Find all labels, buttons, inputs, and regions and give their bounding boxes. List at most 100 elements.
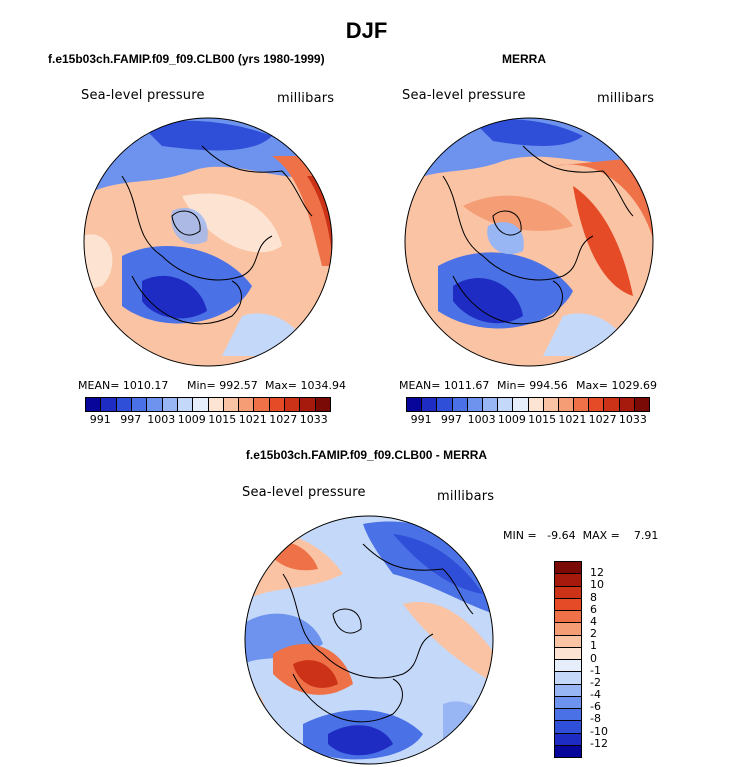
colorbar-swatch: [254, 398, 270, 411]
colorbar-swatch: [437, 398, 453, 411]
diff-colorbar-swatch: [555, 574, 581, 587]
colorbar-tick-label: 997: [120, 413, 142, 426]
obs-variable-label: Sea-level pressure: [402, 88, 526, 103]
colorbar-swatch: [315, 398, 330, 411]
diff-colorbar-tick-label: 12: [590, 566, 604, 580]
colorbar-tick-label: 1021: [558, 413, 587, 426]
colorbar-swatch: [208, 398, 224, 411]
diff-colorbar-swatch: [555, 635, 581, 648]
obs-units-label: millibars: [597, 91, 655, 106]
colorbar-tick-label: 991: [89, 413, 111, 426]
colorbar-swatch: [300, 398, 316, 411]
diff-minmax: MIN = -9.64 MAX = 7.91: [503, 529, 659, 542]
colorbar-tick-label: 1027: [269, 413, 298, 426]
diff-colorbar-tick-label: 2: [590, 627, 597, 641]
diff-colorbar: [554, 561, 582, 758]
colorbar-swatch: [513, 398, 529, 411]
colorbar-swatch: [619, 398, 635, 411]
colorbar-swatch: [467, 398, 483, 411]
colorbar-tick-label: 1027: [588, 413, 617, 426]
colorbar-swatch: [634, 398, 649, 411]
colorbar-swatch: [101, 398, 117, 411]
colorbar-tick-label: 1009: [177, 413, 206, 426]
diff-colorbar-tick-label: -4: [590, 688, 601, 702]
model-panel-title: f.e15b03ch.FAMIP.f09_f09.CLB00 (yrs 1980…: [48, 52, 325, 66]
diff-colorbar-tick-label: -6: [590, 700, 601, 714]
colorbar-swatch: [574, 398, 590, 411]
diff-polar-map: [244, 515, 494, 765]
figure-title: DJF: [345, 18, 388, 43]
colorbar-swatch: [543, 398, 559, 411]
colorbar-tick-label: 1021: [238, 413, 267, 426]
model-units-label: millibars: [277, 91, 335, 106]
diff-colorbar-swatch: [555, 696, 581, 709]
colorbar-swatch: [589, 398, 605, 411]
colorbar-swatch: [285, 398, 301, 411]
colorbar-swatch: [223, 398, 240, 411]
diff-colorbar-tick-label: -12: [590, 736, 608, 750]
diff-colorbar-swatch: [555, 562, 581, 575]
model-polar-map: [83, 117, 333, 367]
diff-colorbar-tick-label: 6: [590, 602, 597, 616]
diff-colorbar-swatch: [555, 709, 581, 722]
model-colorbar: [85, 397, 331, 412]
colorbar-tick-label: 1009: [497, 413, 526, 426]
colorbar-swatch: [407, 398, 423, 411]
diff-colorbar-tick-label: -2: [590, 675, 601, 689]
colorbar-tick-label: 1003: [467, 413, 496, 426]
colorbar-swatch: [177, 398, 194, 411]
diff-colorbar-tick-label: -8: [590, 712, 601, 726]
colorbar-tick-label: 991: [410, 413, 432, 426]
diff-colorbar-swatch: [555, 623, 581, 636]
diff-colorbar-swatch: [555, 598, 581, 611]
model-max-stat: Max= 1034.94: [265, 379, 346, 392]
diff-colorbar-tick-label: 0: [590, 651, 597, 665]
colorbar-swatch: [131, 398, 148, 411]
diff-colorbar-tick-label: -1: [590, 663, 601, 677]
colorbar-swatch: [482, 398, 499, 411]
colorbar-tick-label: 1015: [528, 413, 557, 426]
colorbar-swatch: [452, 398, 468, 411]
colorbar-swatch: [239, 398, 255, 411]
obs-polar-map: [404, 117, 654, 367]
colorbar-swatch: [498, 398, 514, 411]
colorbar-swatch: [528, 398, 544, 411]
obs-mean-stat: MEAN= 1011.67: [399, 379, 490, 392]
diff-colorbar-tick-label: 8: [590, 590, 597, 604]
diff-colorbar-swatch: [555, 672, 581, 685]
diff-colorbar-swatch: [555, 684, 581, 697]
model-variable-label: Sea-level pressure: [81, 88, 205, 103]
colorbar-swatch: [147, 398, 163, 411]
diff-colorbar-tick-label: 4: [590, 614, 597, 628]
colorbar-swatch: [558, 398, 575, 411]
colorbar-swatch: [269, 398, 286, 411]
diff-colorbar-swatch: [555, 721, 581, 734]
colorbar-swatch: [193, 398, 209, 411]
diff-colorbar-swatch: [555, 611, 581, 624]
colorbar-swatch: [422, 398, 438, 411]
diff-colorbar-swatch: [555, 586, 581, 599]
obs-min-stat: Min= 994.56: [497, 379, 568, 392]
colorbar-swatch: [162, 398, 178, 411]
diff-colorbar-swatch: [555, 647, 581, 660]
colorbar-tick-label: 1003: [147, 413, 176, 426]
colorbar-tick-label: 1033: [618, 413, 647, 426]
obs-panel-title: MERRA: [502, 52, 546, 66]
colorbar-swatch: [604, 398, 620, 411]
colorbar-tick-label: 1033: [299, 413, 328, 426]
model-min-stat: Min= 992.57: [187, 379, 258, 392]
model-mean-stat: MEAN= 1010.17: [78, 379, 169, 392]
colorbar-swatch: [116, 398, 132, 411]
diff-colorbar-swatch: [555, 745, 581, 757]
obs-max-stat: Max= 1029.69: [576, 379, 657, 392]
diff-colorbar-swatch: [555, 660, 581, 673]
colorbar-swatch: [86, 398, 102, 411]
diff-colorbar-tick-label: -10: [590, 724, 608, 738]
diff-colorbar-swatch: [555, 733, 581, 746]
diff-units-label: millibars: [437, 489, 495, 504]
diff-colorbar-tick-label: 1: [590, 639, 597, 653]
diff-variable-label: Sea-level pressure: [242, 485, 366, 500]
diff-panel-title: f.e15b03ch.FAMIP.f09_f09.CLB00 - MERRA: [245, 448, 488, 462]
diff-colorbar-tick-label: 10: [590, 578, 604, 592]
obs-colorbar: [406, 397, 650, 412]
